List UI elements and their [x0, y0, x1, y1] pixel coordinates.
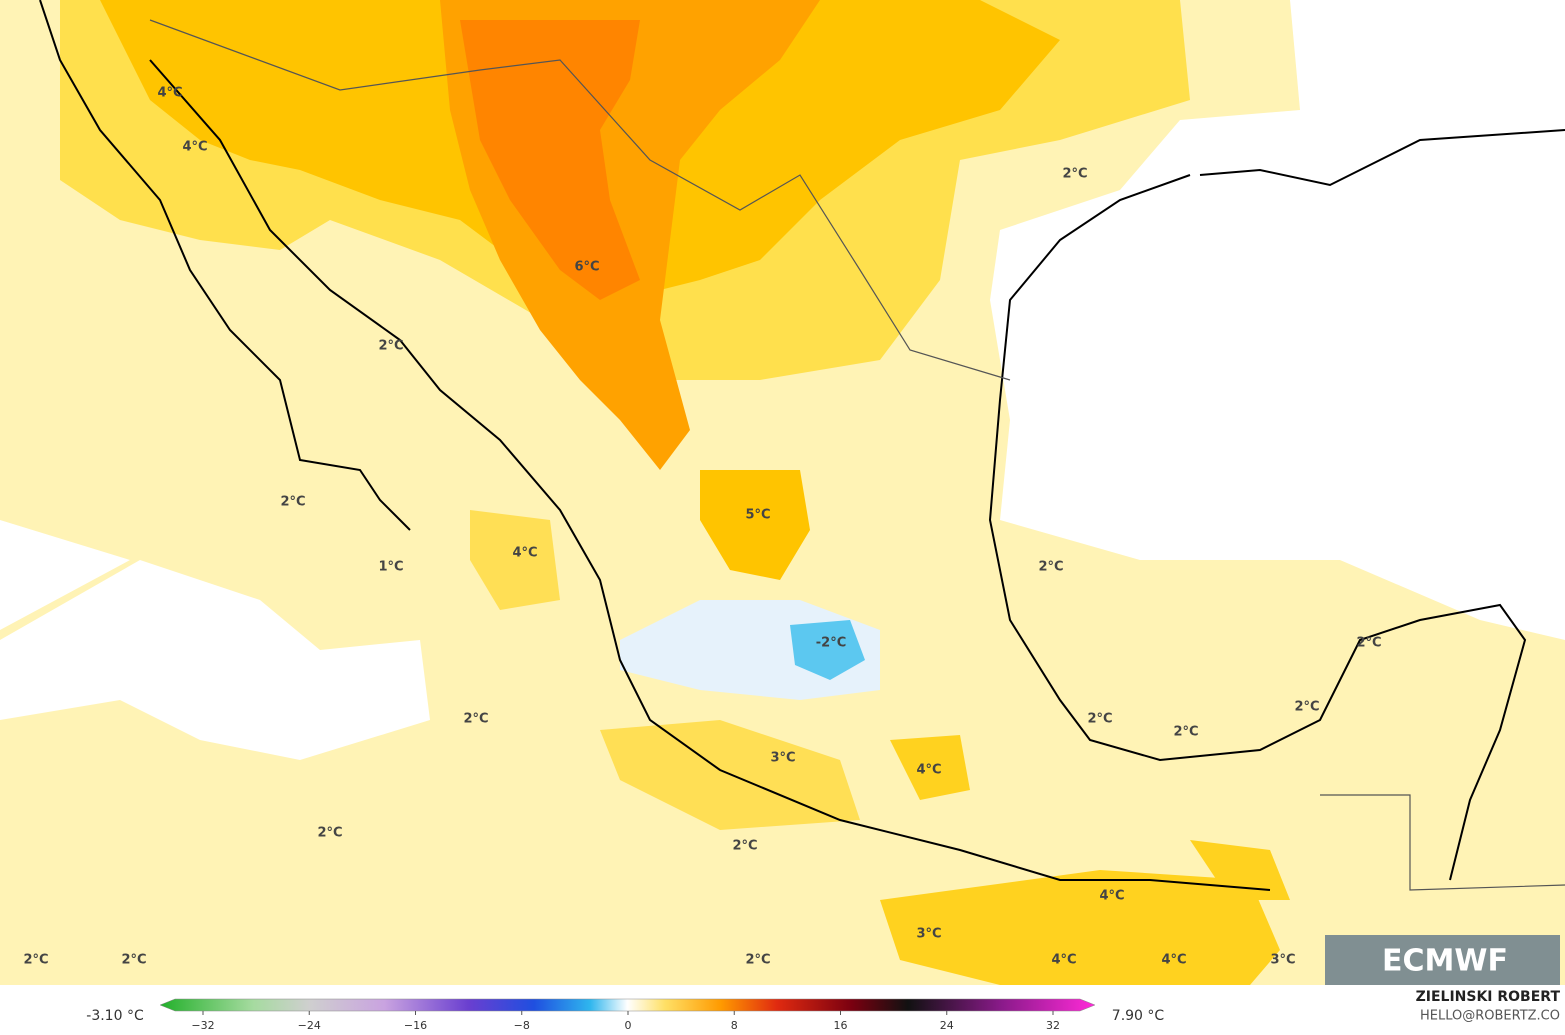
- contour-label: 2°C: [317, 826, 342, 841]
- contour-label: 1°C: [378, 560, 403, 575]
- colorbar-tick-label: −16: [404, 1019, 427, 1032]
- contour-label: 2°C: [1173, 725, 1198, 740]
- colorbar-tick-label: −24: [298, 1019, 321, 1032]
- contour-label: 3°C: [770, 751, 795, 766]
- contour-labels: 4°C 4°C 2°C 6°C 2°C 2°C 5°C 4°C 1°C 2°C -2°C 2°C 2°C…: [23, 86, 1381, 968]
- contact: HELLO@ROBERTZ.CO: [1420, 1009, 1560, 1024]
- contour-label: 4°C: [1099, 889, 1124, 904]
- contour-label: 4°C: [1051, 953, 1076, 968]
- contour-label: 2°C: [745, 953, 770, 968]
- contour-label: 4°C: [512, 546, 537, 561]
- contour-label: 2°C: [1087, 712, 1112, 727]
- colorbar-tick-label: −32: [191, 1019, 214, 1032]
- contour-label: 4°C: [157, 86, 182, 101]
- min-label: -3.10 °C: [86, 1008, 144, 1024]
- contour-label: 4°C: [1161, 953, 1186, 968]
- contour-label: 4°C: [916, 763, 941, 778]
- colorbar-tick-label: 16: [834, 1019, 848, 1032]
- map-field: [0, 0, 1565, 985]
- contour-label: 2°C: [1294, 700, 1319, 715]
- logo: ECMWF: [1325, 935, 1560, 985]
- contour-label: -2°C: [816, 636, 846, 651]
- contour-label: 2°C: [1356, 636, 1381, 651]
- colorbar-tick-label: −8: [514, 1019, 530, 1032]
- contour-label: 2°C: [463, 712, 488, 727]
- max-label: 7.90 °C: [1112, 1008, 1165, 1024]
- contour-label: 4°C: [182, 140, 207, 155]
- contour-label: 2°C: [378, 339, 403, 354]
- coastlines: [39, 0, 1565, 891]
- contour-label: 5°C: [745, 508, 770, 523]
- contour-label: 2°C: [732, 839, 757, 854]
- contour-label: 3°C: [1270, 953, 1295, 968]
- colorbar-tick-label: 8: [731, 1019, 738, 1032]
- colorbar-tick-label: 24: [940, 1019, 954, 1032]
- contour-label: 2°C: [1038, 560, 1063, 575]
- contour-label: 2°C: [121, 953, 146, 968]
- author: ZIELINSKI ROBERT: [1416, 989, 1561, 1005]
- colorbar-tick-label: 32: [1046, 1019, 1060, 1032]
- contour-label: 2°C: [23, 953, 48, 968]
- contour-label: 6°C: [574, 260, 599, 275]
- colorbar-tick-label: 0: [625, 1019, 632, 1032]
- contour-label: 2°C: [280, 495, 305, 510]
- logo-text: ECMWF: [1382, 944, 1508, 979]
- colorbar: -3.10 °C 7.90 °C −32 −24 −16 −8 0 8 16 24 32: [86, 998, 1165, 1032]
- contour-label: 2°C: [1062, 167, 1087, 182]
- contour-label: 3°C: [916, 927, 941, 942]
